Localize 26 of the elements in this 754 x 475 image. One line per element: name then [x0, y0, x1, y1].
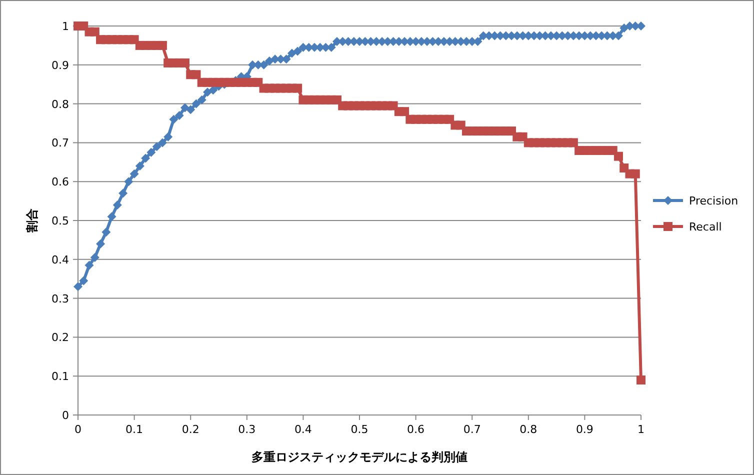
x-tick-label: 0.6 [407, 423, 425, 436]
y-tick-label: 0 [62, 409, 69, 422]
y-tick-label: 0.5 [52, 214, 69, 228]
x-tick-label: 0.7 [463, 423, 481, 436]
x-tick-label: 0.5 [350, 423, 368, 436]
x-tick-label: 0.2 [182, 423, 200, 436]
legend-label: Precision [689, 194, 738, 208]
legend-label: Recall [689, 220, 722, 234]
y-tick-label: 0.8 [52, 98, 69, 111]
y-tick-label: 0.7 [52, 136, 69, 150]
x-tick-label: 0.9 [576, 423, 594, 436]
y-tick-label: 1 [62, 20, 69, 33]
y-tick-label: 0.6 [52, 176, 69, 189]
x-tick-label: 0.8 [520, 423, 538, 436]
x-tick-label: 0.1 [126, 423, 144, 436]
x-tick-label: 0 [74, 423, 82, 436]
y-axis-title: 割合 [25, 208, 39, 234]
y-tick-label: 0.1 [52, 370, 69, 384]
y-tick-label: 0.4 [52, 253, 69, 266]
x-tick-label: 0.4 [294, 423, 312, 436]
x-axis-title: 多重ロジスティックモデルによる判別値 [252, 450, 468, 464]
x-tick-label: 1 [638, 423, 644, 436]
y-tick-label: 0.2 [52, 331, 69, 344]
y-tick-label: 0.9 [52, 58, 69, 72]
x-tick-label: 0.3 [238, 423, 256, 436]
y-tick-label: 0.3 [52, 292, 69, 306]
